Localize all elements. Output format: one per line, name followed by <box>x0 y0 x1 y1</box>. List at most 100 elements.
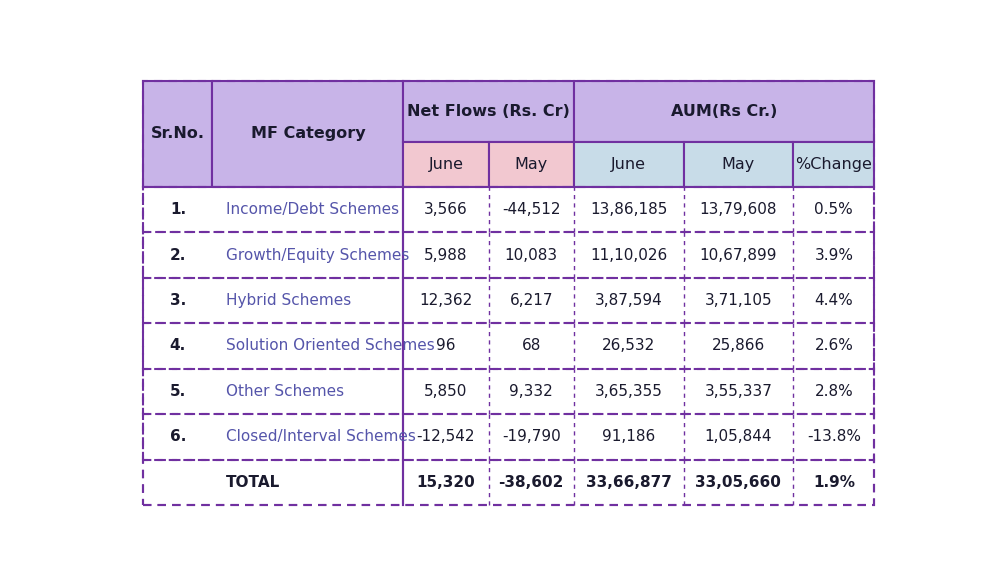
Bar <box>683 142 793 187</box>
Text: June: June <box>612 157 646 172</box>
Bar <box>683 323 793 369</box>
Bar <box>213 187 403 232</box>
Bar <box>143 459 875 505</box>
Bar <box>213 369 403 414</box>
Text: 5,988: 5,988 <box>424 248 468 263</box>
Text: May: May <box>722 157 755 172</box>
Bar <box>793 369 875 414</box>
Bar <box>403 278 489 323</box>
Text: Solution Oriented Schemes: Solution Oriented Schemes <box>226 339 435 353</box>
Bar <box>143 459 213 505</box>
Text: 2.: 2. <box>170 248 186 263</box>
Text: 6,217: 6,217 <box>509 293 553 308</box>
Bar <box>793 323 875 369</box>
Text: June: June <box>428 157 464 172</box>
Bar <box>574 414 683 459</box>
Bar <box>143 187 875 232</box>
Bar <box>213 278 403 323</box>
Text: 13,86,185: 13,86,185 <box>590 202 667 217</box>
Text: 3,55,337: 3,55,337 <box>704 384 773 399</box>
Text: -12,542: -12,542 <box>417 429 476 444</box>
Bar <box>403 233 489 278</box>
Bar <box>574 187 683 232</box>
Text: 13,79,608: 13,79,608 <box>700 202 778 217</box>
Bar <box>143 278 213 323</box>
Bar <box>213 323 403 369</box>
Bar <box>683 459 793 505</box>
Text: 5,850: 5,850 <box>424 384 468 399</box>
Text: 33,05,660: 33,05,660 <box>695 475 781 490</box>
Text: Hybrid Schemes: Hybrid Schemes <box>226 293 352 308</box>
Bar <box>403 459 489 505</box>
Text: -19,790: -19,790 <box>501 429 561 444</box>
Text: 96: 96 <box>436 339 456 353</box>
Bar <box>574 323 683 369</box>
Text: Growth/Equity Schemes: Growth/Equity Schemes <box>226 248 410 263</box>
Bar <box>213 233 403 278</box>
Text: 6.: 6. <box>170 429 186 444</box>
Text: 3,71,105: 3,71,105 <box>705 293 773 308</box>
Text: 12,362: 12,362 <box>419 293 473 308</box>
Text: AUM(Rs Cr.): AUM(Rs Cr.) <box>671 104 778 119</box>
Bar <box>403 142 489 187</box>
Bar <box>574 233 683 278</box>
Bar <box>574 81 875 142</box>
Bar <box>143 323 213 369</box>
Text: 26,532: 26,532 <box>602 339 655 353</box>
Bar <box>793 187 875 232</box>
Text: Other Schemes: Other Schemes <box>226 384 345 399</box>
Text: Income/Debt Schemes: Income/Debt Schemes <box>226 202 399 217</box>
Bar <box>683 187 793 232</box>
Bar <box>683 233 793 278</box>
Bar <box>793 233 875 278</box>
Text: Sr.No.: Sr.No. <box>151 126 205 142</box>
Bar <box>143 414 213 459</box>
Text: 15,320: 15,320 <box>417 475 476 490</box>
Bar <box>213 414 403 459</box>
Bar <box>143 369 875 414</box>
Text: %Change: %Change <box>795 157 872 172</box>
Text: -13.8%: -13.8% <box>807 429 861 444</box>
Bar <box>143 81 213 187</box>
Text: 1,05,844: 1,05,844 <box>705 429 773 444</box>
Bar <box>489 142 574 187</box>
Bar <box>574 278 683 323</box>
Bar <box>403 81 574 142</box>
Bar <box>489 323 574 369</box>
Bar <box>683 369 793 414</box>
Text: -44,512: -44,512 <box>502 202 560 217</box>
Bar <box>489 414 574 459</box>
Bar <box>403 369 489 414</box>
Text: TOTAL: TOTAL <box>226 475 280 490</box>
Bar <box>489 369 574 414</box>
Text: 4.4%: 4.4% <box>814 293 853 308</box>
Text: 5.: 5. <box>170 384 186 399</box>
Text: Closed/Interval Schemes: Closed/Interval Schemes <box>226 429 416 444</box>
Bar <box>213 459 403 505</box>
Bar <box>143 414 875 459</box>
Text: 11,10,026: 11,10,026 <box>590 248 667 263</box>
Bar <box>489 187 574 232</box>
Text: 0.5%: 0.5% <box>814 202 853 217</box>
Text: 68: 68 <box>521 339 541 353</box>
Bar <box>574 142 683 187</box>
Text: 25,866: 25,866 <box>712 339 765 353</box>
Bar <box>489 278 574 323</box>
Text: 9,332: 9,332 <box>509 384 553 399</box>
Text: 4.: 4. <box>170 339 186 353</box>
Text: 91,186: 91,186 <box>602 429 655 444</box>
Bar <box>793 278 875 323</box>
Bar <box>683 278 793 323</box>
Bar <box>489 233 574 278</box>
Text: May: May <box>514 157 548 172</box>
Text: -38,602: -38,602 <box>498 475 564 490</box>
Bar <box>143 369 213 414</box>
Bar <box>793 142 875 187</box>
Bar <box>143 233 875 278</box>
Bar <box>574 459 683 505</box>
Text: 3,566: 3,566 <box>424 202 468 217</box>
Text: 2.6%: 2.6% <box>814 339 853 353</box>
Bar <box>403 414 489 459</box>
Bar <box>793 414 875 459</box>
Text: 33,66,877: 33,66,877 <box>586 475 671 490</box>
